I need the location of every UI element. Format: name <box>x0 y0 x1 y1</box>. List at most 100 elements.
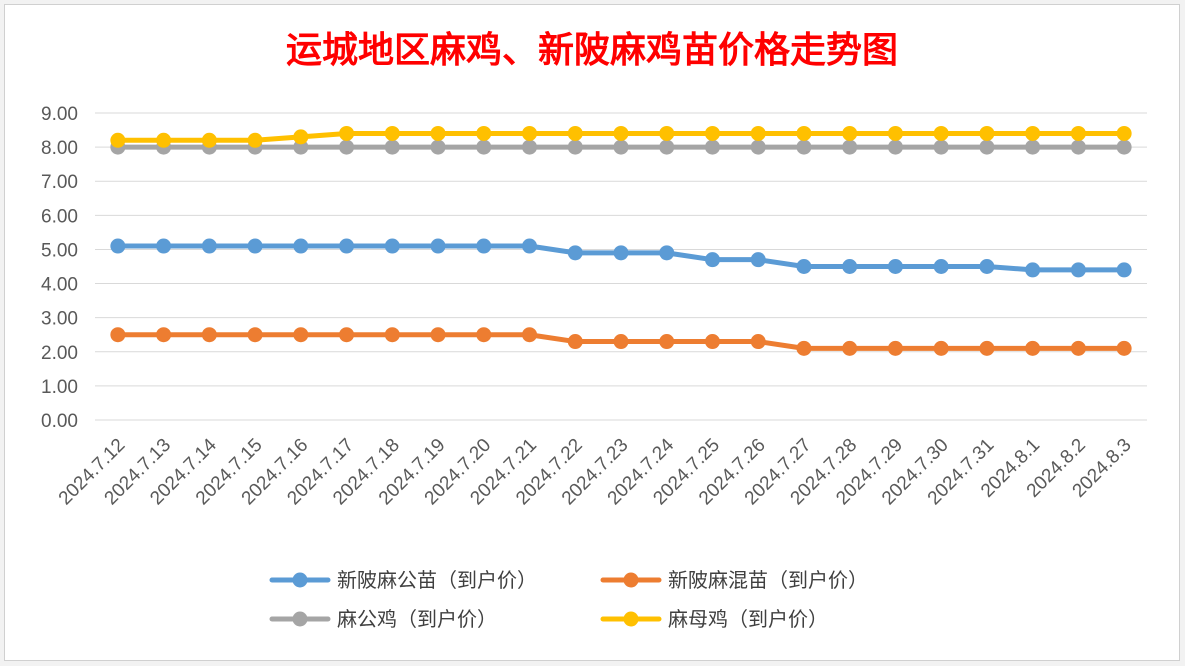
data-point <box>567 139 583 155</box>
data-point <box>430 238 446 254</box>
data-point <box>384 327 400 343</box>
data-point <box>613 139 629 155</box>
data-point <box>476 125 492 141</box>
data-point <box>842 259 858 274</box>
data-point <box>476 139 492 155</box>
data-point <box>1116 340 1132 356</box>
data-point <box>979 139 995 155</box>
y-tick-label: 8.00 <box>41 138 78 159</box>
data-point <box>567 334 583 350</box>
legend-item: 新陂麻混苗（到户价） <box>600 568 868 592</box>
data-point <box>476 238 492 254</box>
legend-item: 新陂麻公苗（到户价） <box>269 568 537 592</box>
data-point <box>110 327 126 343</box>
data-point <box>796 340 812 356</box>
data-point <box>887 340 903 356</box>
data-point <box>1025 262 1041 278</box>
data-point <box>1070 340 1086 356</box>
data-point <box>750 334 766 350</box>
y-tick-label: 7.00 <box>41 172 78 193</box>
data-point <box>704 334 720 350</box>
data-point <box>796 259 812 274</box>
data-point <box>933 340 949 356</box>
data-point <box>293 327 309 343</box>
data-point <box>659 139 675 155</box>
legend-label: 新陂麻公苗（到户价） <box>337 568 537 592</box>
data-point <box>430 125 446 141</box>
data-point <box>796 125 812 141</box>
data-point <box>887 259 903 274</box>
legend-label: 新陂麻混苗（到户价） <box>668 568 868 592</box>
y-tick-label: 4.00 <box>41 275 78 296</box>
data-point <box>293 129 309 145</box>
data-point <box>1025 340 1041 356</box>
y-tick-label: 1.00 <box>41 377 78 398</box>
data-point <box>156 327 172 343</box>
data-point <box>613 245 629 261</box>
y-axis: 0.00 1.00 2.00 3.00 4.00 5.00 6.00 7.00 8.00 9.00 <box>41 104 78 432</box>
data-point <box>522 139 538 155</box>
legend-item: 麻母鸡（到户价） <box>600 607 828 631</box>
series-4 <box>110 125 1132 148</box>
data-point <box>201 238 217 254</box>
data-point <box>430 139 446 155</box>
data-point <box>567 125 583 141</box>
data-point <box>384 125 400 141</box>
data-point <box>567 245 583 261</box>
data-point <box>750 139 766 155</box>
data-point <box>1116 262 1132 278</box>
data-point <box>247 132 263 148</box>
data-point <box>201 132 217 148</box>
data-point <box>842 139 858 155</box>
y-tick-label: 3.00 <box>41 309 78 330</box>
legend-label: 麻公鸡（到户价） <box>337 607 497 631</box>
series-1 <box>110 238 1132 278</box>
data-point <box>384 238 400 254</box>
data-point <box>1070 125 1086 141</box>
data-point <box>1116 139 1132 155</box>
y-tick-label: 2.00 <box>41 343 78 364</box>
data-point <box>247 327 263 343</box>
data-point <box>659 245 675 261</box>
data-point <box>1070 262 1086 278</box>
data-point <box>750 125 766 141</box>
legend-swatch-marker <box>292 572 308 588</box>
data-point <box>659 334 675 350</box>
data-point <box>476 327 492 343</box>
data-point <box>1025 139 1041 155</box>
data-point <box>156 238 172 254</box>
data-point <box>522 125 538 141</box>
data-point <box>110 238 126 254</box>
data-point <box>156 132 172 148</box>
data-point <box>522 238 538 254</box>
data-point <box>842 340 858 356</box>
y-tick-label: 9.00 <box>41 104 78 125</box>
data-point <box>384 139 400 155</box>
data-point <box>750 252 766 268</box>
data-point <box>247 238 263 254</box>
data-point <box>1070 139 1086 155</box>
data-point <box>201 327 217 343</box>
legend-item: 麻公鸡（到户价） <box>269 607 497 631</box>
data-point <box>979 259 995 274</box>
data-point <box>796 139 812 155</box>
series-2 <box>110 327 1132 356</box>
data-point <box>430 327 446 343</box>
data-point <box>339 238 355 254</box>
data-point <box>887 125 903 141</box>
data-point <box>613 334 629 350</box>
x-axis: 2024.7.122024.7.132024.7.142024.7.152024… <box>55 434 1136 509</box>
data-point <box>339 139 355 155</box>
data-point <box>887 139 903 155</box>
data-point <box>522 327 538 343</box>
data-point <box>1116 125 1132 141</box>
data-point <box>1025 125 1041 141</box>
y-tick-label: 0.00 <box>41 411 78 432</box>
data-point <box>933 125 949 141</box>
data-point <box>979 340 995 356</box>
legend-swatch-marker <box>292 611 308 627</box>
y-tick-label: 6.00 <box>41 206 78 227</box>
data-point <box>979 125 995 141</box>
data-point <box>339 125 355 141</box>
